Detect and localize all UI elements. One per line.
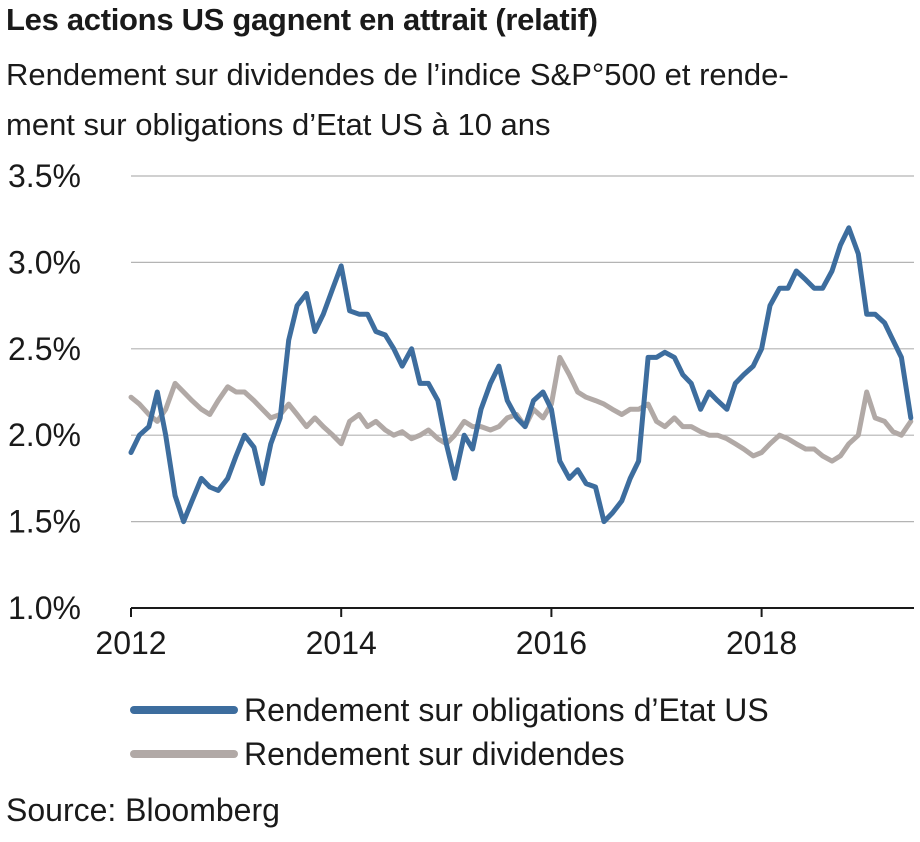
- x-tick-label: 2018: [726, 625, 797, 661]
- legend-label-dividend: Rendement sur dividendes: [244, 735, 625, 772]
- y-tick-label: 3.0%: [8, 244, 81, 280]
- chart-subtitle: Rendement sur dividendes de l’indice S&P…: [6, 50, 911, 150]
- legend-item-treasury: Rendement sur obligations d’Etat US: [130, 688, 769, 732]
- source-note: Source: Bloomberg: [6, 792, 280, 828]
- legend-swatch-dividend: [130, 750, 238, 758]
- y-tick-label: 1.0%: [8, 590, 81, 626]
- series-layer: [128, 225, 914, 525]
- legend-swatch-treasury: [130, 706, 238, 714]
- y-tick-label: 3.5%: [8, 158, 81, 194]
- axis-layer: 1.0% 1.5% 2.0% 2.5% 3.0% 3.5% 2012 2014 2016 2018: [8, 158, 914, 661]
- legend: Rendement sur obligations d’Etat US Rend…: [130, 688, 769, 776]
- subtitle-line: Rendement sur dividendes de l’indice S&P…: [6, 57, 789, 92]
- y-tick-label: 2.5%: [8, 331, 81, 367]
- legend-item-dividend: Rendement sur dividendes: [130, 732, 769, 776]
- x-tick-label: 2014: [306, 625, 377, 661]
- subtitle-line: ment sur obligations d’Etat US à 10 ans: [6, 107, 551, 142]
- chart-title: Les actions US gagnent en attrait (relat…: [6, 2, 598, 37]
- yield-chart: 1.0% 1.5% 2.0% 2.5% 3.0% 3.5% 2012 2014 2016 2018: [8, 158, 914, 661]
- treasury-yield-line: [128, 225, 914, 525]
- y-tick-label: 2.0%: [8, 417, 81, 453]
- legend-label-treasury: Rendement sur obligations d’Etat US: [244, 691, 769, 728]
- x-tick-label: 2012: [95, 625, 166, 661]
- x-tick-label: 2016: [516, 625, 587, 661]
- grid-layer: [131, 175, 914, 523]
- dividend-yield-line: [128, 354, 914, 464]
- y-tick-label: 1.5%: [8, 504, 81, 540]
